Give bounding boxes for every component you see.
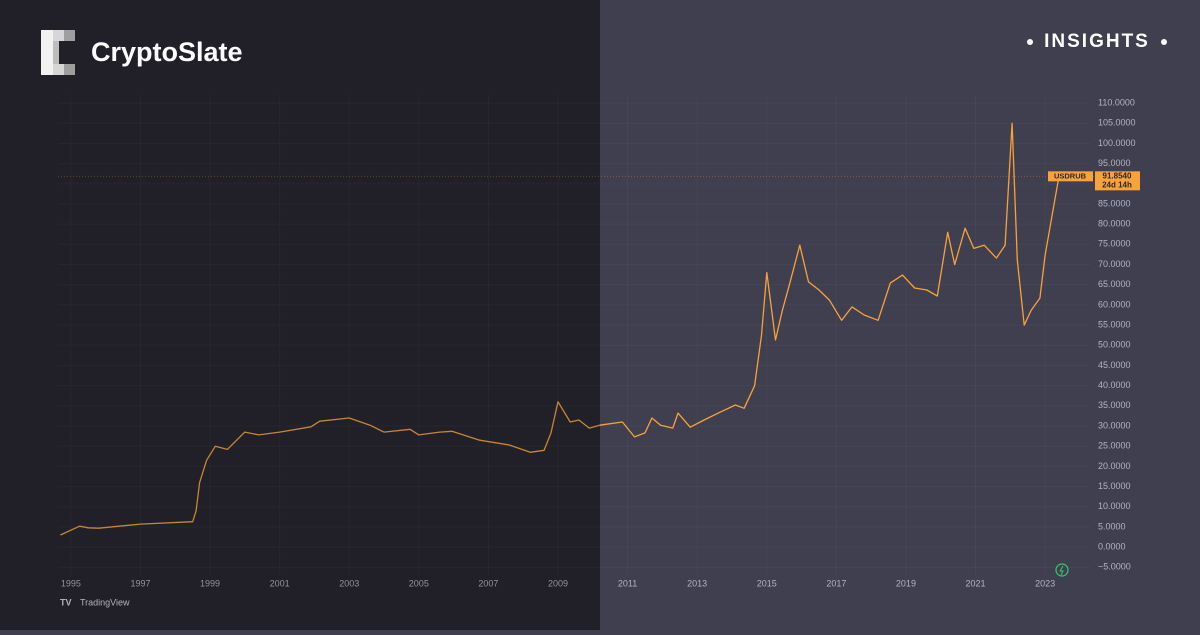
x-tick-label: 2011 — [618, 578, 637, 588]
y-tick-label: 35.0000 — [1098, 400, 1131, 410]
y-tick-label: 50.0000 — [1098, 340, 1131, 350]
y-tick-label: 100.0000 — [1098, 138, 1136, 148]
y-tick-label: 40.0000 — [1098, 380, 1131, 390]
left-panel — [0, 0, 600, 630]
left-dim — [0, 0, 600, 630]
y-tick-label: −5.0000 — [1098, 562, 1131, 572]
x-tick-label: 1997 — [130, 578, 150, 588]
x-tick-label: 1999 — [200, 578, 220, 588]
x-tick-label: 2015 — [757, 578, 777, 588]
x-tick-label: 2017 — [826, 578, 846, 588]
logo-block — [53, 30, 64, 41]
y-tick-label: 75.0000 — [1098, 239, 1131, 249]
x-tick-label: 2021 — [966, 578, 986, 588]
x-tick-label: 2003 — [339, 578, 359, 588]
x-tick-label: 2001 — [270, 578, 290, 588]
y-tick-label: 0.0000 — [1098, 542, 1126, 552]
y-tick-label: 60.0000 — [1098, 299, 1131, 309]
y-tick-label: 65.0000 — [1098, 279, 1131, 289]
x-tick-label: 2023 — [1035, 578, 1055, 588]
y-tick-label: 55.0000 — [1098, 319, 1131, 329]
y-tick-label: 30.0000 — [1098, 420, 1131, 430]
tag: INSIGHTS — [1044, 31, 1150, 52]
y-tick-label: 85.0000 — [1098, 198, 1131, 208]
x-tick-label: 2009 — [548, 578, 568, 588]
symbol-badge — [1048, 171, 1093, 182]
x-tick-label: 1995 — [61, 578, 81, 588]
watermark: TradingView — [80, 597, 130, 607]
right-panel — [600, 0, 1200, 630]
price-line — [60, 122, 1060, 536]
dot — [1161, 39, 1167, 45]
flash-icon — [1055, 563, 1069, 577]
price-badge — [1095, 171, 1140, 191]
tv-logo: TV — [60, 597, 72, 607]
logo-block — [41, 30, 53, 75]
dot — [1027, 39, 1033, 45]
y-tick-label: 10.0000 — [1098, 501, 1131, 511]
countdown-label: 24d 14h — [1102, 180, 1132, 189]
y-tick-label: 70.0000 — [1098, 259, 1131, 269]
y-tick-label: 110.0000 — [1098, 97, 1135, 107]
logo-block — [53, 64, 64, 75]
brand: CryptoSlate — [91, 37, 243, 67]
y-tick-label: 15.0000 — [1098, 481, 1131, 491]
y-tick-label: 105.0000 — [1098, 118, 1136, 128]
x-tick-label: 2005 — [409, 578, 429, 588]
logo-block — [64, 30, 75, 41]
x-tick-label: 2007 — [478, 578, 498, 588]
y-tick-label: 45.0000 — [1098, 360, 1131, 370]
logo — [41, 30, 75, 75]
plot: −5.0000 0.0000 5.0000 10.0000 15.0000 20.0000… — [58, 97, 1140, 588]
y-tick-label: 5.0000 — [1098, 521, 1126, 531]
symbol-label: USDRUB — [1054, 171, 1087, 180]
last-price-label: 91.8540 — [1103, 171, 1132, 180]
x-tick-label: 2019 — [896, 578, 916, 588]
y-tick-label: 25.0000 — [1098, 441, 1131, 451]
y-tick-label: 20.0000 — [1098, 461, 1131, 471]
logo-block — [53, 41, 59, 64]
logo-block — [64, 64, 75, 75]
y-tick-label: 95.0000 — [1098, 158, 1131, 168]
y-tick-label: 80.0000 — [1098, 219, 1131, 229]
x-tick-label: 2013 — [687, 578, 707, 588]
flash-bolt — [1059, 565, 1064, 576]
